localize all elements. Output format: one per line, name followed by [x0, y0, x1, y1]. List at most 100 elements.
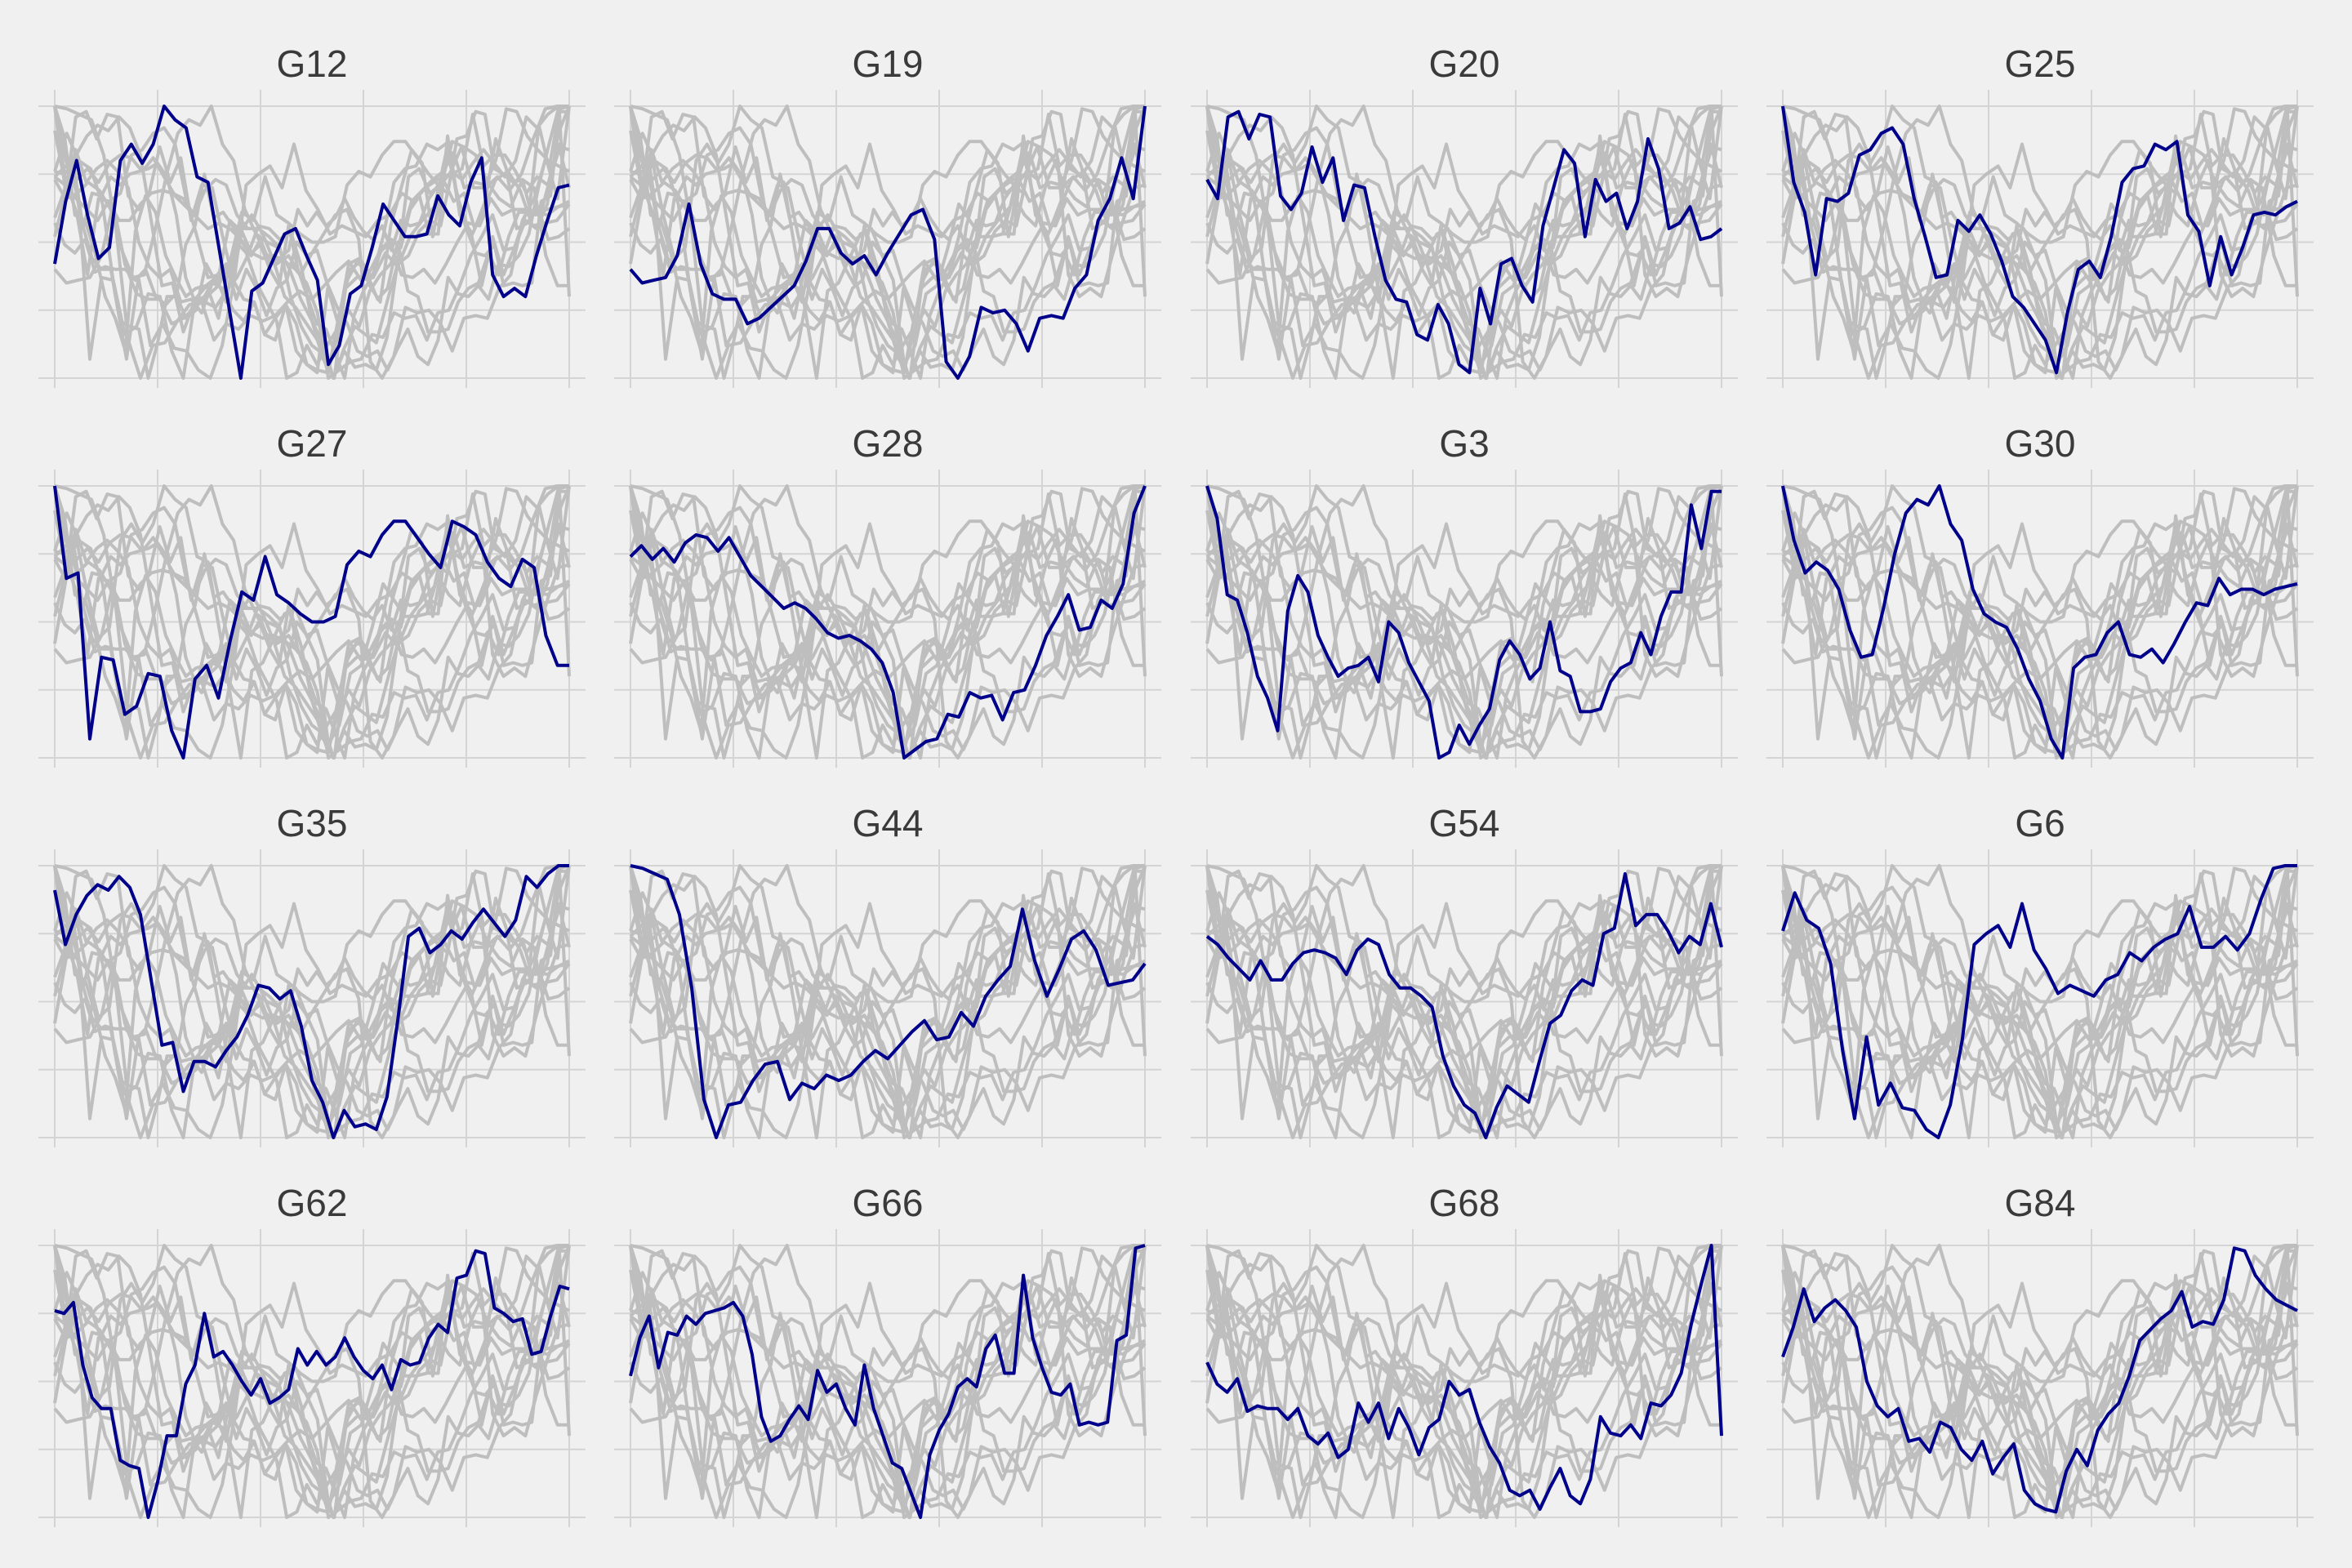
context-line-g6: [1781, 105, 2297, 380]
panel-g28: G28: [614, 422, 1161, 768]
context-line-g54: [1205, 492, 1723, 760]
context-line-g3: [1205, 865, 1722, 1139]
context-lines: [1781, 1244, 2299, 1519]
context-line-g6: [1205, 1244, 1722, 1519]
context-line-g44: [54, 484, 571, 760]
context-line-g54: [1781, 872, 2299, 1139]
context-line-g54: [1781, 492, 2299, 760]
context-line-g62: [630, 869, 1146, 1139]
context-line-g66: [1205, 1244, 1722, 1519]
highlight-line-g20: [1205, 109, 1723, 375]
context-line-g3: [629, 865, 1145, 1139]
context-line-g3: [53, 1245, 569, 1519]
context-line-g35: [53, 1244, 569, 1519]
context-line-g66: [629, 864, 1146, 1139]
context-line-g27: [1205, 865, 1722, 1139]
context-line-g54: [629, 113, 1147, 380]
context-line-g84: [1205, 1246, 1722, 1514]
panel-title: G68: [1429, 1182, 1500, 1224]
context-line-g6: [1781, 484, 2297, 760]
panel-title: G12: [277, 42, 348, 85]
highlight-line-g6: [1781, 864, 2297, 1139]
panel-g54: G54: [1191, 802, 1738, 1147]
context-line-g3: [1781, 105, 2297, 380]
panel-title: G44: [853, 802, 924, 844]
context-line-g54: [1205, 1252, 1723, 1519]
context-line-g62: [1206, 869, 1722, 1139]
panel-g19: G19: [614, 42, 1161, 388]
context-line-g84: [629, 107, 1146, 375]
context-line-g3: [629, 485, 1145, 760]
context-line-g54: [53, 492, 571, 760]
context-line-g84: [629, 866, 1146, 1134]
context-line-g44: [630, 105, 1147, 380]
context-line-g54: [53, 1252, 571, 1519]
panel-g30: G30: [1766, 422, 2314, 768]
panel-title: G28: [853, 422, 924, 465]
context-line-g54: [629, 872, 1147, 1139]
context-line-g27: [1781, 105, 2297, 380]
context-line-g54: [53, 872, 571, 1139]
context-line-g68: [1781, 1244, 2299, 1511]
context-line-g27: [1781, 865, 2297, 1139]
context-line-g62: [1206, 1249, 1722, 1519]
context-line-g27: [1205, 1245, 1722, 1519]
highlight-line-g84: [1781, 1246, 2298, 1514]
context-lines: [1205, 484, 1723, 760]
context-line-g27: [1781, 485, 2297, 760]
panel-g20: G20: [1191, 42, 1738, 388]
context-line-g84: [53, 1246, 570, 1514]
context-line-g68: [53, 105, 571, 372]
context-line-g35: [1781, 1244, 2297, 1519]
context-line-g6: [1205, 864, 1722, 1139]
context-line-g54: [629, 1252, 1147, 1519]
context-line-g68: [1205, 864, 1723, 1131]
highlight-line-g66: [629, 1244, 1146, 1519]
context-line-g35: [629, 864, 1145, 1139]
context-line-g66: [1205, 864, 1722, 1139]
highlight-line-g44: [630, 864, 1147, 1139]
highlight-line-g12: [53, 105, 570, 380]
context-line-g66: [1781, 484, 2298, 760]
panel-g62: G62: [38, 1182, 586, 1527]
context-line-g54: [1781, 1252, 2299, 1519]
panel-g27: G27: [38, 422, 586, 768]
context-line-g66: [1781, 864, 2298, 1139]
context-line-g62: [54, 869, 570, 1139]
context-lines: [1205, 1244, 1723, 1519]
context-line-g66: [53, 864, 570, 1139]
context-line-g6: [629, 105, 1145, 380]
panel-g35: G35: [38, 802, 586, 1147]
context-line-g44: [54, 1244, 571, 1519]
panel-g84: G84: [1766, 1182, 2314, 1527]
context-line-g3: [629, 1245, 1145, 1519]
context-line-g44: [1782, 105, 2299, 380]
highlight-line-g35: [53, 864, 569, 1139]
context-line-g6: [1205, 105, 1722, 380]
highlight-line-g19: [629, 105, 1147, 380]
context-line-g62: [1206, 109, 1722, 380]
context-line-g44: [1206, 864, 1723, 1139]
context-line-g6: [53, 1244, 569, 1519]
context-line-g6: [1781, 1244, 2297, 1519]
context-line-g84: [1781, 107, 2298, 375]
context-line-g68: [53, 1244, 571, 1511]
panel-g12: G12: [38, 42, 586, 388]
panel-title: G27: [277, 422, 348, 465]
context-line-g44: [1206, 484, 1723, 760]
highlight-line-g27: [53, 485, 569, 760]
context-line-g35: [1205, 1244, 1722, 1519]
context-line-g66: [53, 484, 570, 760]
context-line-g6: [629, 1244, 1145, 1519]
context-line-g68: [1205, 484, 1723, 751]
context-line-g3: [629, 105, 1145, 380]
context-line-g84: [629, 487, 1146, 755]
panel-title: G54: [1429, 802, 1500, 844]
context-line-g44: [630, 1244, 1147, 1519]
context-line-g84: [1781, 487, 2298, 755]
context-line-g68: [1205, 105, 1723, 372]
context-line-g44: [54, 105, 571, 380]
context-line-g68: [1781, 105, 2299, 372]
context-line-g62: [1782, 489, 2298, 760]
context-line-g62: [630, 489, 1146, 760]
